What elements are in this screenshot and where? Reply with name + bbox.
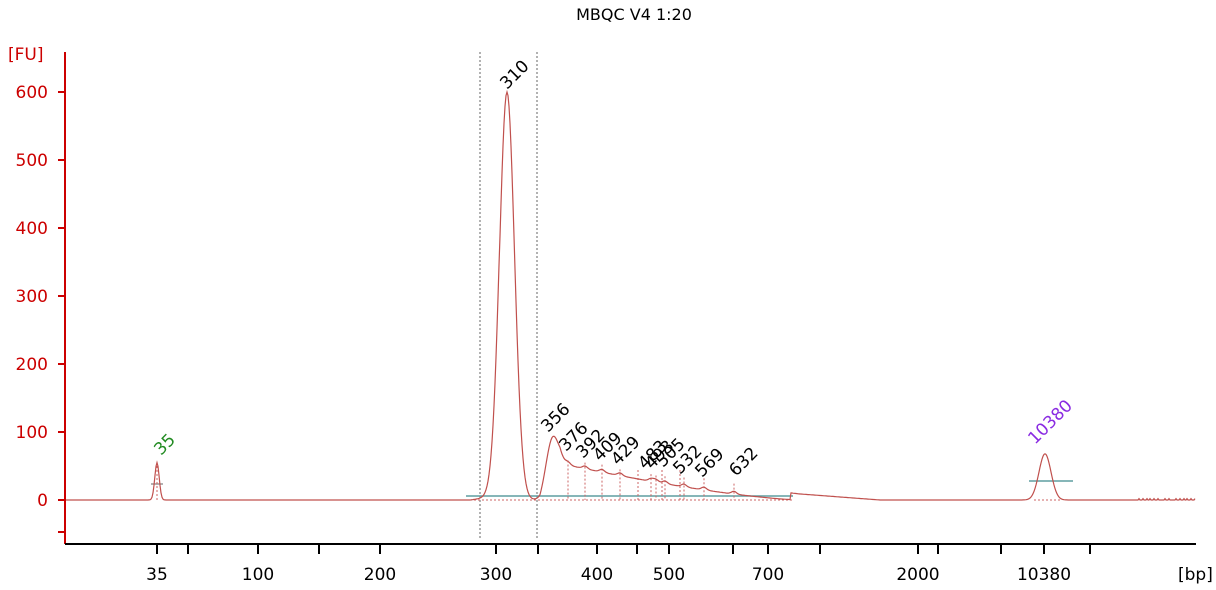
fluorescence-trace <box>66 89 1196 501</box>
y-tick-label: 300 <box>16 287 48 307</box>
y-tick-label: 400 <box>16 219 48 239</box>
x-axis-label: [bp] <box>1178 565 1213 585</box>
x-tick-label: 100 <box>242 565 274 585</box>
y-tick-label: 100 <box>16 423 48 443</box>
x-tick-label: 500 <box>653 565 685 585</box>
peak-label: 310 <box>496 56 533 93</box>
peak-label: 35 <box>150 430 179 459</box>
y-tick-label: 600 <box>16 83 48 103</box>
signal-trace <box>66 89 1196 501</box>
x-tick-label: 200 <box>364 565 396 585</box>
region-lines <box>151 52 1073 540</box>
x-tick-label: 700 <box>752 565 784 585</box>
y-tick-label: 500 <box>16 151 48 171</box>
peak-labels: 3531035637639240942948349350553256963210… <box>150 56 1076 481</box>
y-axis-label: [FU] <box>8 45 44 65</box>
x-tick-label: 10380 <box>1017 565 1071 585</box>
y-tick-label: 200 <box>16 355 48 375</box>
y-tick-label: 0 <box>37 491 48 511</box>
x-tick-label: 300 <box>480 565 512 585</box>
x-tick-label: 400 <box>581 565 613 585</box>
peak-label: 10380 <box>1024 396 1076 448</box>
x-axis-ticks: 35 100 200 300 400 500 700 2000 10380 <box>146 544 1091 585</box>
y-axis-ticks: 0 100 200 300 400 500 600 <box>16 83 65 533</box>
chart-title: MBQC V4 1:20 <box>576 5 692 24</box>
peak-label: 632 <box>725 443 762 480</box>
x-tick-label: 2000 <box>896 565 939 585</box>
x-tick-label: 35 <box>146 565 168 585</box>
